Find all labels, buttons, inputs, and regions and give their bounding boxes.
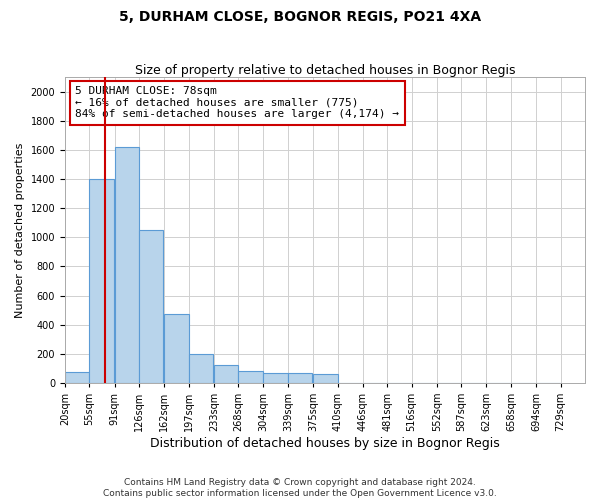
Bar <box>89 179 114 383</box>
Bar <box>139 230 163 383</box>
Bar <box>288 374 313 383</box>
Bar <box>263 372 288 383</box>
Title: Size of property relative to detached houses in Bognor Regis: Size of property relative to detached ho… <box>135 64 515 77</box>
Text: 5 DURHAM CLOSE: 78sqm
← 16% of detached houses are smaller (775)
84% of semi-det: 5 DURHAM CLOSE: 78sqm ← 16% of detached … <box>76 86 400 120</box>
Bar <box>115 147 139 383</box>
Bar <box>313 374 338 383</box>
Y-axis label: Number of detached properties: Number of detached properties <box>15 142 25 318</box>
Text: Contains HM Land Registry data © Crown copyright and database right 2024.
Contai: Contains HM Land Registry data © Crown c… <box>103 478 497 498</box>
Bar <box>188 354 213 383</box>
Bar <box>164 314 188 383</box>
Bar <box>238 370 263 383</box>
Bar <box>65 372 89 383</box>
X-axis label: Distribution of detached houses by size in Bognor Regis: Distribution of detached houses by size … <box>150 437 500 450</box>
Bar <box>214 366 238 383</box>
Text: 5, DURHAM CLOSE, BOGNOR REGIS, PO21 4XA: 5, DURHAM CLOSE, BOGNOR REGIS, PO21 4XA <box>119 10 481 24</box>
